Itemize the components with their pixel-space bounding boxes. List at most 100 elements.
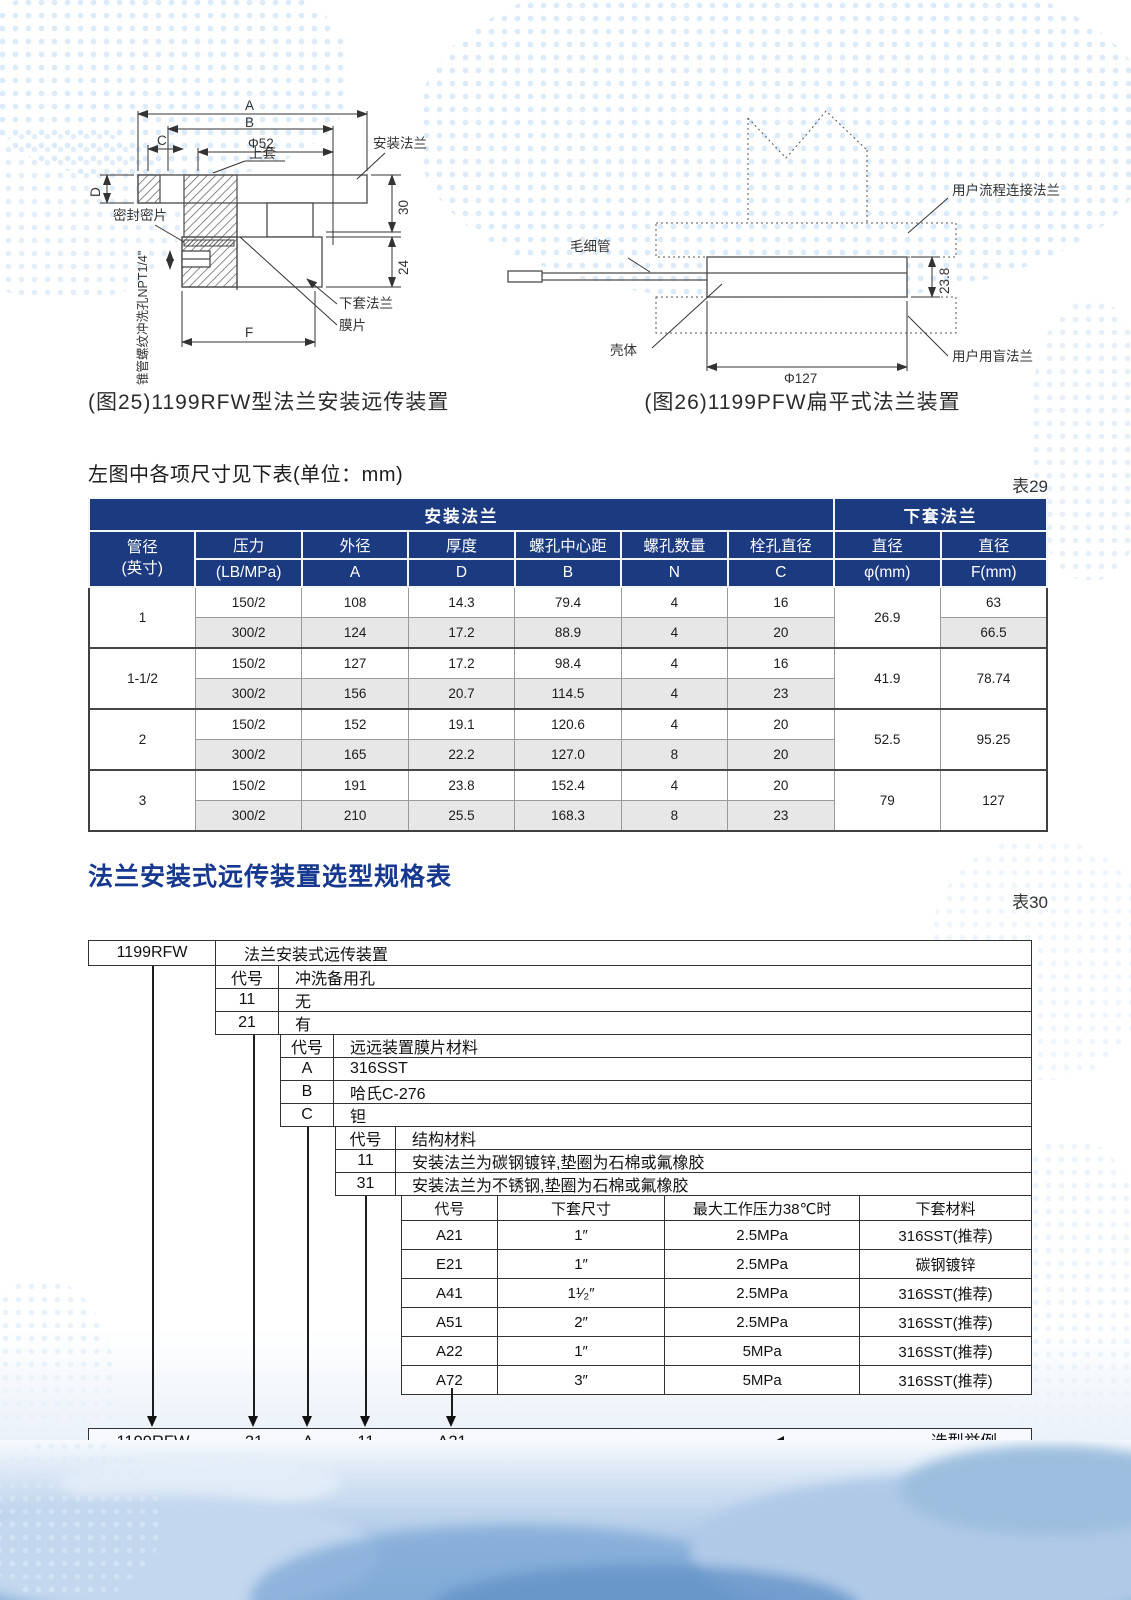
cell-phi: 52.5 <box>833 708 942 771</box>
col-header-sub: (英寸) <box>121 560 163 577</box>
figure-25: A B Φ52 C 上套 安装法兰 D 密封密片 锥管螺纹冲洗孔NPT1/4" … <box>85 85 505 395</box>
level2-code-header: 代号 <box>281 1035 334 1057</box>
dim-c-label: C <box>157 133 167 148</box>
dimension-table: 安装法兰 下套法兰 管径 (英寸) 压力 外径 厚度 螺孔中心距 螺孔数量 栓孔… <box>87 497 1048 832</box>
col-header-dia-phi: 直径 <box>833 530 942 560</box>
dim-a-label: A <box>245 98 255 113</box>
cell-a: 127 <box>301 647 409 679</box>
option-code: 21 <box>216 1012 279 1034</box>
cell-f: 95.25 <box>940 708 1048 771</box>
arrow-down-icon <box>302 1416 312 1427</box>
selector-line <box>253 1035 255 1416</box>
pipe-size-cell: 1 <box>88 586 196 649</box>
option-desc: 钽 <box>350 1109 367 1126</box>
col-header-bolt-count: 螺孔数量 <box>620 530 729 560</box>
subtable-header-size: 下套尺寸 <box>496 1195 666 1221</box>
table29-number: 表29 <box>1012 477 1048 496</box>
cell-c: 20 <box>727 769 835 801</box>
sub-size: 1¹⁄₂″ <box>496 1278 666 1308</box>
option-code: A <box>281 1058 334 1080</box>
level1-option-row: 11 无 <box>215 988 1032 1012</box>
dimension-note: 左图中各项尺寸见下表(单位：mm) <box>88 464 404 486</box>
subtable-row: A21 1″ 2.5MPa 316SST(推荐) <box>401 1220 1033 1250</box>
sub-pressure: 5MPa <box>664 1336 860 1366</box>
option-code: C <box>281 1104 334 1126</box>
option-desc: 安装法兰为不锈钢,垫圈为石棉或氟橡胶 <box>412 1178 689 1195</box>
lower-flange-label: 下套法兰 <box>339 296 393 311</box>
selector-line <box>307 1127 309 1416</box>
footer-map-band <box>0 1440 1131 1600</box>
table-row: 3 150/2 191 23.8 152.4 4 20 79 127 <box>88 769 1048 832</box>
cell-a: 152 <box>301 708 409 740</box>
figure-26-caption: (图26)1199PFW扁平式法兰装置 <box>644 391 961 414</box>
cell-pressure: 150/2 <box>194 708 303 740</box>
level1-code-header: 代号 <box>216 966 279 988</box>
sub-code: E21 <box>401 1249 498 1279</box>
cell-n: 4 <box>620 647 729 679</box>
option-code: 31 <box>336 1173 396 1195</box>
selector-line <box>365 1196 367 1416</box>
col-header-thickness: 厚度 <box>407 530 516 560</box>
section-title: 法兰安装式远传装置选型规格表 <box>88 863 453 891</box>
flush-port-label: 锥管螺纹冲洗孔NPT1/4" <box>136 250 150 385</box>
cell-b: 88.9 <box>514 617 622 649</box>
cell-f: 66.5 <box>940 617 1048 649</box>
sub-code: A22 <box>401 1336 498 1366</box>
model-code: 1199RFW <box>89 941 216 965</box>
sub-material: 碳钢镀锌 <box>858 1249 1033 1279</box>
cell-pressure: 300/2 <box>194 617 303 649</box>
model-row: 1199RFW 法兰安装式远传装置 <box>88 940 1032 966</box>
column-header-row: 管径 (英寸) 压力 外径 厚度 螺孔中心距 螺孔数量 栓孔直径 直径 直径 <box>87 530 1048 588</box>
sub-code: A21 <box>401 1220 498 1250</box>
cell-pressure: 150/2 <box>194 647 303 679</box>
figure-26: 毛细管 用户流程连接法兰 23.8 壳体 用户用盲法兰 Φ127 <box>500 88 1105 388</box>
sub-material: 316SST(推荐) <box>858 1278 1033 1308</box>
cell-c: 20 <box>727 739 835 771</box>
dim-b-label: B <box>245 115 255 130</box>
table30-number: 表30 <box>1012 893 1048 912</box>
cell-n: 4 <box>620 617 729 649</box>
cell-phi: 79 <box>833 769 942 832</box>
cell-n: 4 <box>620 586 729 618</box>
map-shape <box>900 1445 1131 1535</box>
cell-d: 22.2 <box>407 739 516 771</box>
blind-flange-label: 用户用盲法兰 <box>952 349 1033 364</box>
dim-30-label: 30 <box>396 199 411 215</box>
option-desc: 316SST <box>350 1060 408 1077</box>
subheader-n: N <box>620 558 729 588</box>
table-row: 2 150/2 152 19.1 120.6 4 20 52.5 95.25 <box>88 708 1048 771</box>
option-desc: 安装法兰为碳钢镀锌,垫圈为石棉或氟橡胶 <box>412 1155 705 1172</box>
cell-b: 98.4 <box>514 647 622 679</box>
sub-code: A72 <box>401 1365 498 1395</box>
group-header-lower-flange: 下套法兰 <box>833 497 1048 532</box>
dim-238-label: 23.8 <box>937 267 952 294</box>
table-row: 300/2 124 17.2 88.9 4 20 66.5 <box>89 617 1048 649</box>
option-desc: 有 <box>295 1017 312 1034</box>
group-header-row: 安装法兰 下套法兰 <box>87 497 1048 532</box>
cell-d: 14.3 <box>407 586 516 618</box>
housing-label: 壳体 <box>610 343 637 358</box>
sub-size: 3″ <box>496 1365 666 1395</box>
cell-pressure: 300/2 <box>194 739 303 771</box>
subheader-b: B <box>513 558 623 588</box>
model-desc: 法兰安装式远传装置 <box>244 947 389 964</box>
cell-n: 4 <box>620 708 729 740</box>
col-header-pipe-size: 管径 (英寸) <box>87 530 197 588</box>
sub-pressure: 2.5MPa <box>664 1278 860 1308</box>
sub-pressure: 2.5MPa <box>664 1249 860 1279</box>
col-header-text: 管径 <box>126 539 158 557</box>
dia127-label: Φ127 <box>784 371 818 386</box>
cell-b: 120.6 <box>514 708 622 740</box>
level3-option-row: 31 安装法兰为不锈钢,垫圈为石棉或氟橡胶 <box>335 1172 1032 1196</box>
subtable-row: A51 2″ 2.5MPa 316SST(推荐) <box>401 1307 1033 1337</box>
subtable-row: A72 3″ 5MPa 316SST(推荐) <box>401 1365 1033 1395</box>
cell-d: 19.1 <box>407 708 516 740</box>
figure-25-drawing <box>100 110 401 347</box>
diaphragm-label: 膜片 <box>339 318 366 333</box>
cell-a: 191 <box>301 769 409 801</box>
dim-d-label: D <box>88 187 103 197</box>
selector-line <box>152 966 154 1416</box>
figure-26-drawing <box>507 110 957 371</box>
sub-material: 316SST(推荐) <box>858 1336 1033 1366</box>
sub-material: 316SST(推荐) <box>858 1307 1033 1337</box>
